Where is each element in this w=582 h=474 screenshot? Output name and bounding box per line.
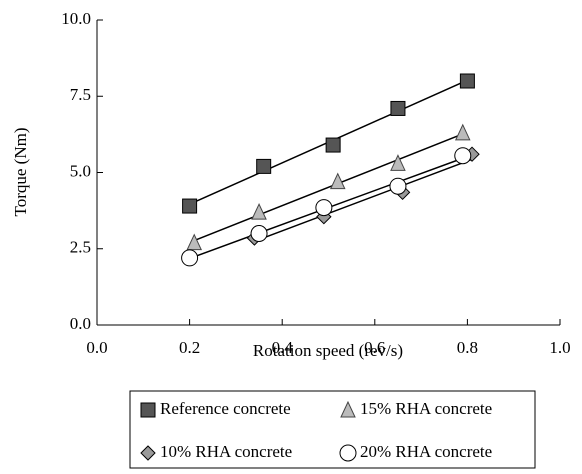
data-point	[454, 147, 472, 165]
data-point	[389, 177, 407, 195]
legend-marker	[339, 444, 357, 462]
y-axis-label: Torque (Nm)	[11, 128, 30, 217]
data-point	[256, 158, 272, 174]
y-tick-label: 10.0	[61, 9, 91, 28]
legend-label: Reference concrete	[160, 399, 291, 418]
data-point	[181, 249, 199, 267]
data-point	[182, 198, 198, 214]
legend-label: 10% RHA concrete	[160, 442, 292, 461]
data-point	[186, 233, 203, 251]
data-point	[459, 73, 475, 89]
trend-line	[254, 158, 473, 243]
data-point	[251, 202, 267, 220]
legend-box	[129, 390, 536, 469]
data-point	[250, 225, 268, 242]
legend-label: 15% RHA concrete	[360, 399, 492, 418]
data-point	[390, 154, 406, 171]
legend-marker	[140, 402, 156, 418]
x-tick-label: 0.6	[364, 338, 385, 357]
data-point	[454, 123, 471, 141]
y-tick-label: 7.5	[70, 85, 91, 104]
legend-label: 20% RHA concrete	[360, 442, 492, 461]
x-tick-label: 1.0	[549, 338, 570, 357]
data-point	[390, 100, 406, 116]
x-tick-label: 0.0	[86, 338, 107, 357]
data-point	[329, 172, 346, 190]
y-tick-label: 5.0	[70, 161, 91, 180]
legend-marker	[140, 445, 156, 461]
legend-marker	[340, 400, 356, 418]
trend-line	[193, 133, 464, 242]
data-point	[325, 137, 341, 153]
x-axis-label: Rotation speed (rev/s)	[253, 341, 403, 360]
y-tick-label: 0.0	[70, 314, 91, 333]
x-tick-label: 0.8	[457, 338, 478, 357]
x-tick-label: 0.4	[272, 338, 294, 357]
data-point	[315, 199, 333, 217]
y-tick-label: 2.5	[70, 238, 91, 257]
x-tick-label: 0.2	[179, 338, 200, 357]
